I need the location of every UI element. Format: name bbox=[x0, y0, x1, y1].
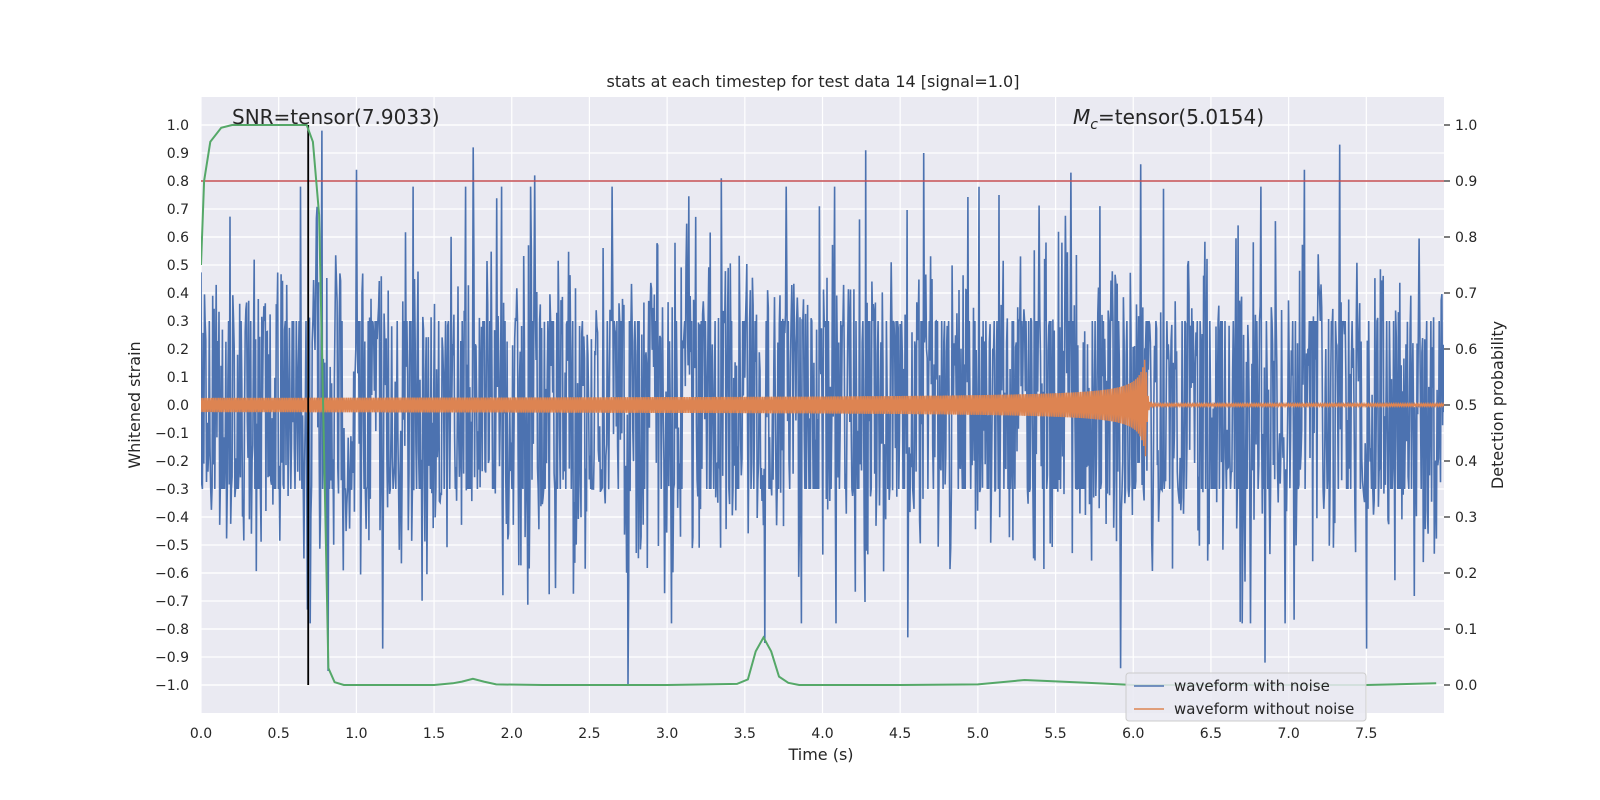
mc-subscript: c bbox=[1090, 117, 1098, 133]
y2-tick-label: 0.7 bbox=[1455, 286, 1477, 302]
y-tick-label: 0.2 bbox=[167, 342, 189, 358]
x-tick-label: 7.0 bbox=[1277, 726, 1299, 742]
y-tick-label: 0.9 bbox=[167, 146, 189, 162]
y-axis-ticks: −1.0 −0.9 −0.8 −0.7 −0.6 −0.5 −0.4 −0.3 −0.2 −0.1… bbox=[155, 118, 189, 694]
x-tick-label: 6.0 bbox=[1122, 726, 1144, 742]
y2-tick-label: 0.4 bbox=[1455, 454, 1477, 470]
y-tick-label: 0.4 bbox=[167, 286, 189, 302]
y-tick-label: −0.5 bbox=[155, 538, 189, 554]
mc-annotation: Mc=tensor(5.0154) bbox=[1073, 105, 1264, 133]
x-tick-label: 1.0 bbox=[345, 726, 367, 742]
mc-value: =tensor(5.0154) bbox=[1098, 105, 1264, 129]
x-tick-label: 0.0 bbox=[190, 726, 212, 742]
chart-title: stats at each timestep for test data 14 … bbox=[607, 72, 1020, 91]
y2-tick-label: 0.1 bbox=[1455, 622, 1477, 638]
legend-label-clean: waveform without noise bbox=[1174, 700, 1354, 718]
y2-axis-label: Detection probability bbox=[1488, 321, 1507, 489]
clean-line bbox=[201, 359, 1444, 457]
series-detection-probability bbox=[201, 124, 1437, 686]
y-tick-label: −0.6 bbox=[155, 566, 189, 582]
y-axis-label: Whitened strain bbox=[125, 341, 144, 468]
x-tick-label: 5.5 bbox=[1044, 726, 1066, 742]
y-tick-label: 1.0 bbox=[167, 118, 189, 134]
y2-tick-label: 0.3 bbox=[1455, 510, 1477, 526]
x-tick-label: 0.5 bbox=[268, 726, 290, 742]
y-tick-label: −1.0 bbox=[155, 678, 189, 694]
x-tick-label: 7.5 bbox=[1355, 726, 1377, 742]
x-axis-ticks: 0.0 0.5 1.0 1.5 2.0 2.5 3.0 3.5 4.0 4.5 5.0 5.5 6.0 6… bbox=[190, 726, 1378, 742]
legend-label-noise: waveform with noise bbox=[1174, 677, 1330, 695]
x-tick-label: 2.0 bbox=[501, 726, 523, 742]
y2-tick-label: 0.5 bbox=[1455, 398, 1477, 414]
legend: waveform with noise waveform without noi… bbox=[1125, 672, 1367, 722]
x-tick-label: 2.5 bbox=[578, 726, 600, 742]
y-tick-label: −0.8 bbox=[155, 622, 189, 638]
y2-tick-label: 0.8 bbox=[1455, 230, 1477, 246]
noise-line bbox=[201, 130, 1444, 686]
snr-annotation: SNR=tensor(7.9033) bbox=[232, 105, 440, 129]
series-waveform-with-noise bbox=[201, 130, 1444, 686]
y-tick-label: 0.0 bbox=[167, 398, 189, 414]
x-tick-label: 4.5 bbox=[889, 726, 911, 742]
y-tick-label: −0.4 bbox=[155, 510, 189, 526]
x-axis-label: Time (s) bbox=[787, 745, 853, 764]
y-tick-label: 0.1 bbox=[167, 370, 189, 386]
x-tick-label: 6.5 bbox=[1200, 726, 1222, 742]
y-tick-label: 0.5 bbox=[167, 258, 189, 274]
y2-tick-label: 0.2 bbox=[1455, 566, 1477, 582]
y2-tick-label: 1.0 bbox=[1455, 118, 1477, 134]
y-tick-label: 0.3 bbox=[167, 314, 189, 330]
x-tick-label: 4.0 bbox=[811, 726, 833, 742]
y-tick-label: −0.2 bbox=[155, 454, 189, 470]
legend-box bbox=[1125, 672, 1367, 722]
y-tick-label: −0.3 bbox=[155, 482, 189, 498]
y-tick-label: −0.9 bbox=[155, 650, 189, 666]
y-tick-label: 0.6 bbox=[167, 230, 189, 246]
y2-axis-ticks: 0.0 0.1 0.2 0.3 0.4 0.5 0.6 0.7 0.8 0.9 1.0 bbox=[1444, 118, 1477, 694]
y-tick-label: −0.7 bbox=[155, 594, 189, 610]
x-tick-label: 5.0 bbox=[967, 726, 989, 742]
y2-tick-label: 0.9 bbox=[1455, 174, 1477, 190]
y-tick-label: 0.8 bbox=[167, 174, 189, 190]
series-waveform-without-noise bbox=[201, 359, 1444, 457]
x-tick-label: 3.0 bbox=[656, 726, 678, 742]
y-tick-label: 0.7 bbox=[167, 202, 189, 218]
y2-tick-label: 0.6 bbox=[1455, 342, 1477, 358]
mc-symbol: M bbox=[1073, 105, 1090, 129]
probability-line bbox=[201, 124, 1437, 686]
reference-lines bbox=[201, 125, 1444, 685]
y2-tick-label: 0.0 bbox=[1455, 678, 1477, 694]
x-tick-label: 3.5 bbox=[734, 726, 756, 742]
y-tick-label: −0.1 bbox=[155, 426, 189, 442]
x-tick-label: 1.5 bbox=[423, 726, 445, 742]
